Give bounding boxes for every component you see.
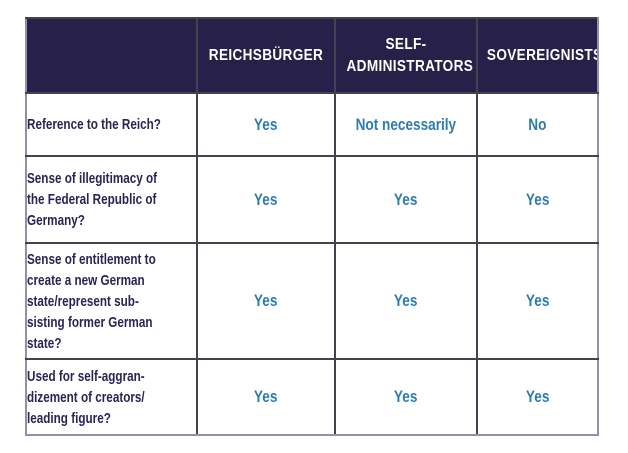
cell-reichsbuerger: Yes [196,92,336,157]
column-header-reichsbuerger: REICHSBÜRGER [196,17,336,94]
table-header-row: REICHSBÜRGER SELF- ADMINISTRATORS SOVERE… [25,17,599,94]
cell-value: Not necessarily [355,114,457,134]
row-label: Reference to the Reich? [27,116,161,133]
cell-value: Yes [525,189,550,209]
corner-cell [25,17,198,94]
table-row-self-aggrandizement: Used for self-aggran- dizement of creato… [25,358,599,436]
column-header-label: SELF- ADMINISTRATORS [346,35,474,75]
row-label-cell: Sense of illegitimacy of the Federal Rep… [25,155,198,244]
cell-self-administrators: Yes [334,358,478,436]
cell-value: Yes [254,114,278,134]
row-label-cell: Reference to the Reich? [25,92,198,157]
cell-value: Yes [254,291,278,310]
row-label-cell: Used for self-aggran- dizement of creato… [25,358,198,436]
column-header-label: REICHSBÜRGER [208,46,324,64]
table-row-illegitimacy: Sense of illegitimacy of the Federal Rep… [25,155,599,244]
cell-value: Yes [394,189,418,209]
cell-sovereignists: Yes [476,155,599,244]
column-header-sovereignists: SOVEREIGNISTS [476,17,599,94]
column-header-self-administrators: SELF- ADMINISTRATORS [334,17,478,94]
cell-value: No [528,114,547,134]
cell-value: Yes [525,387,550,406]
table-row-reference-to-reich: Reference to the Reich? Yes Not necessar… [25,92,599,157]
cell-sovereignists: Yes [476,242,599,360]
row-label-cell: Sense of entitlement to create a new Ger… [25,242,198,360]
cell-reichsbuerger: Yes [196,155,336,244]
cell-self-administrators: Yes [334,155,478,244]
cell-value: Yes [254,387,278,406]
comparison-table: REICHSBÜRGER SELF- ADMINISTRATORS SOVERE… [25,17,599,436]
row-label: Sense of entitlement to create a new Ger… [27,250,156,352]
cell-sovereignists: Yes [476,358,599,436]
cell-reichsbuerger: Yes [196,242,336,360]
cell-value: Yes [394,387,418,406]
cell-sovereignists: No [476,92,599,157]
column-header-label: SOVEREIGNISTS [486,46,598,64]
row-label: Used for self-aggran- dizement of creato… [27,367,145,427]
cell-self-administrators: Not necessarily [334,92,478,157]
row-label: Sense of illegitimacy of the Federal Rep… [27,170,158,229]
cell-value: Yes [254,189,278,209]
cell-self-administrators: Yes [334,242,478,360]
table-row-entitlement: Sense of entitlement to create a new Ger… [25,242,599,360]
cell-value: Yes [525,291,550,310]
cell-reichsbuerger: Yes [196,358,336,436]
cell-value: Yes [394,291,418,310]
